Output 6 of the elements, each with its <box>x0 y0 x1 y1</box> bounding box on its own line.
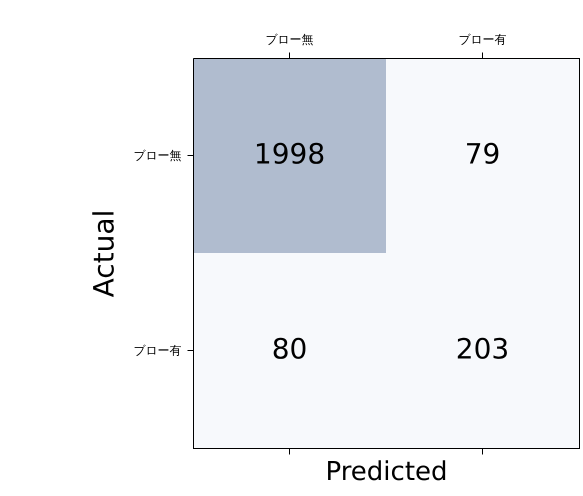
data-label: 203 <box>456 332 510 366</box>
data-label: 80 <box>272 332 308 366</box>
data-label: 1998 <box>254 138 326 170</box>
data-label: 79 <box>464 138 500 170</box>
x-axis-title: Predicted <box>325 457 448 487</box>
y-axis-title: Actual <box>88 210 120 298</box>
